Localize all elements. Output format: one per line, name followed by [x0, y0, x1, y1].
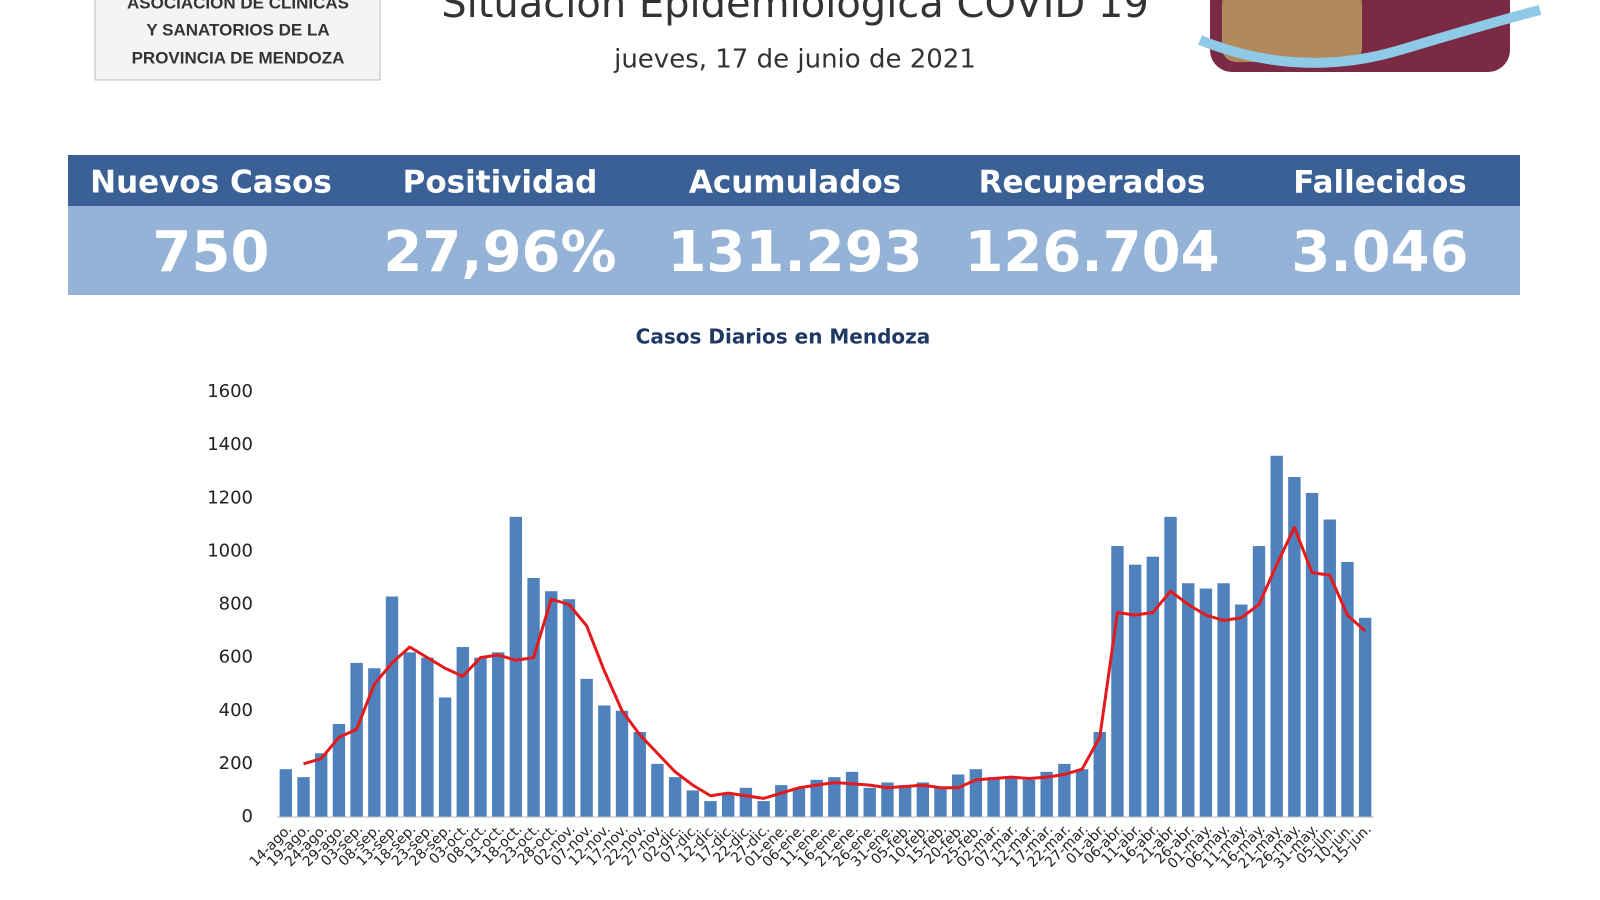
- bar: [792, 787, 806, 817]
- bar: [474, 657, 487, 817]
- bar: [491, 652, 505, 817]
- bar: [1270, 455, 1283, 817]
- bar: [1146, 556, 1160, 817]
- y-tick-label: 1600: [207, 381, 253, 402]
- bar: [863, 787, 876, 817]
- bar: [332, 724, 346, 817]
- bar: [934, 787, 947, 817]
- y-tick-label: 400: [219, 700, 253, 721]
- stat-value: 750: [153, 220, 270, 285]
- bar: [651, 763, 664, 817]
- bar: [1022, 779, 1036, 817]
- bar: [987, 777, 1000, 817]
- bar: [403, 652, 416, 817]
- stats-banner: Nuevos Casos 750 Positividad 27,96% Acumulad…: [68, 155, 1520, 295]
- bar: [739, 787, 753, 817]
- bar: [615, 710, 629, 817]
- bar: [1252, 546, 1266, 817]
- chart: 0200400600800100012001400160014-ago.19-a…: [207, 381, 1375, 872]
- bar: [810, 779, 823, 817]
- y-tick-label: 1000: [207, 540, 253, 561]
- y-tick-label: 1400: [207, 434, 253, 455]
- stat-label: Nuevos Casos: [90, 165, 332, 201]
- bar: [1235, 604, 1248, 817]
- bar: [368, 668, 381, 817]
- bar: [845, 771, 859, 817]
- stat-label: Fallecidos: [1293, 165, 1467, 201]
- y-tick-label: 1200: [207, 487, 253, 508]
- bar: [952, 774, 965, 817]
- stat-value: 126.704: [964, 220, 1219, 285]
- logo-image: [1222, 0, 1362, 62]
- bar: [828, 777, 841, 817]
- bar: [279, 769, 293, 817]
- bar: [1182, 583, 1195, 817]
- bar: [1217, 583, 1230, 817]
- bar: [668, 777, 682, 817]
- bar: [775, 785, 788, 817]
- stat-label: Acumulados: [689, 165, 901, 201]
- bar: [1040, 771, 1053, 817]
- y-tick-label: 600: [219, 647, 253, 668]
- bar: [916, 782, 930, 817]
- bar: [545, 591, 558, 817]
- stat-value: 3.046: [1291, 220, 1468, 285]
- stat-value: 131.293: [667, 220, 922, 285]
- bar: [456, 647, 469, 817]
- bar: [881, 782, 894, 817]
- stats-header-bg: [68, 155, 1520, 206]
- bar: [1199, 588, 1213, 817]
- stats-values-bg: [68, 206, 1520, 295]
- bar: [421, 657, 434, 817]
- bar: [562, 599, 576, 817]
- bar: [1164, 516, 1177, 817]
- y-tick-label: 800: [219, 594, 253, 615]
- bar: [1288, 477, 1301, 817]
- bar: [315, 753, 328, 817]
- bar: [598, 705, 611, 817]
- logo-frame: [94, 0, 381, 81]
- bar: [509, 516, 523, 817]
- bar: [686, 790, 699, 817]
- chart-title: Casos Diarios en Mendoza: [636, 325, 931, 349]
- bar: [527, 577, 540, 817]
- bar: [1323, 519, 1336, 817]
- bar: [297, 777, 310, 817]
- stat-value: 27,96%: [383, 220, 616, 285]
- page-date: jueves, 17 de junio de 2021: [613, 45, 976, 75]
- logo-right: [1198, 0, 1542, 72]
- bar: [1111, 546, 1124, 817]
- bar: [1093, 732, 1106, 817]
- bar: [1341, 562, 1354, 817]
- stat-label: Positividad: [403, 165, 598, 201]
- logo-ribbon: [1198, 5, 1542, 68]
- bar: [969, 769, 983, 817]
- y-tick-label: 0: [242, 806, 253, 827]
- bar: [1128, 564, 1142, 817]
- page-title: Situación Epidemiológica COVID 19: [441, 0, 1149, 27]
- bar: [1305, 492, 1319, 817]
- bar: [350, 662, 363, 817]
- stat-label: Recuperados: [979, 165, 1206, 201]
- bar: [898, 785, 912, 817]
- logo-text: PROVINCIA DE MENDOZA: [132, 48, 345, 67]
- bar: [580, 678, 593, 817]
- logo-text: ASOCIACIÓN DE CLÍNICAS: [127, 0, 349, 12]
- bar: [704, 801, 717, 817]
- bar: [757, 801, 770, 817]
- bar: [1005, 777, 1018, 817]
- bar: [385, 596, 399, 817]
- moving-average-line: [303, 525, 1367, 800]
- bar: [1075, 769, 1089, 817]
- y-tick-label: 200: [219, 753, 253, 774]
- logo-text: Y SANATORIOS DE LA: [146, 20, 329, 39]
- bar: [633, 732, 646, 817]
- bar: [438, 697, 452, 817]
- logo-left: ASOCIACIÓN DE CLÍNICAS Y SANATORIOS DE L…: [94, 0, 381, 81]
- bar: [1358, 617, 1372, 817]
- bar: [1058, 763, 1071, 817]
- bar: [721, 793, 735, 817]
